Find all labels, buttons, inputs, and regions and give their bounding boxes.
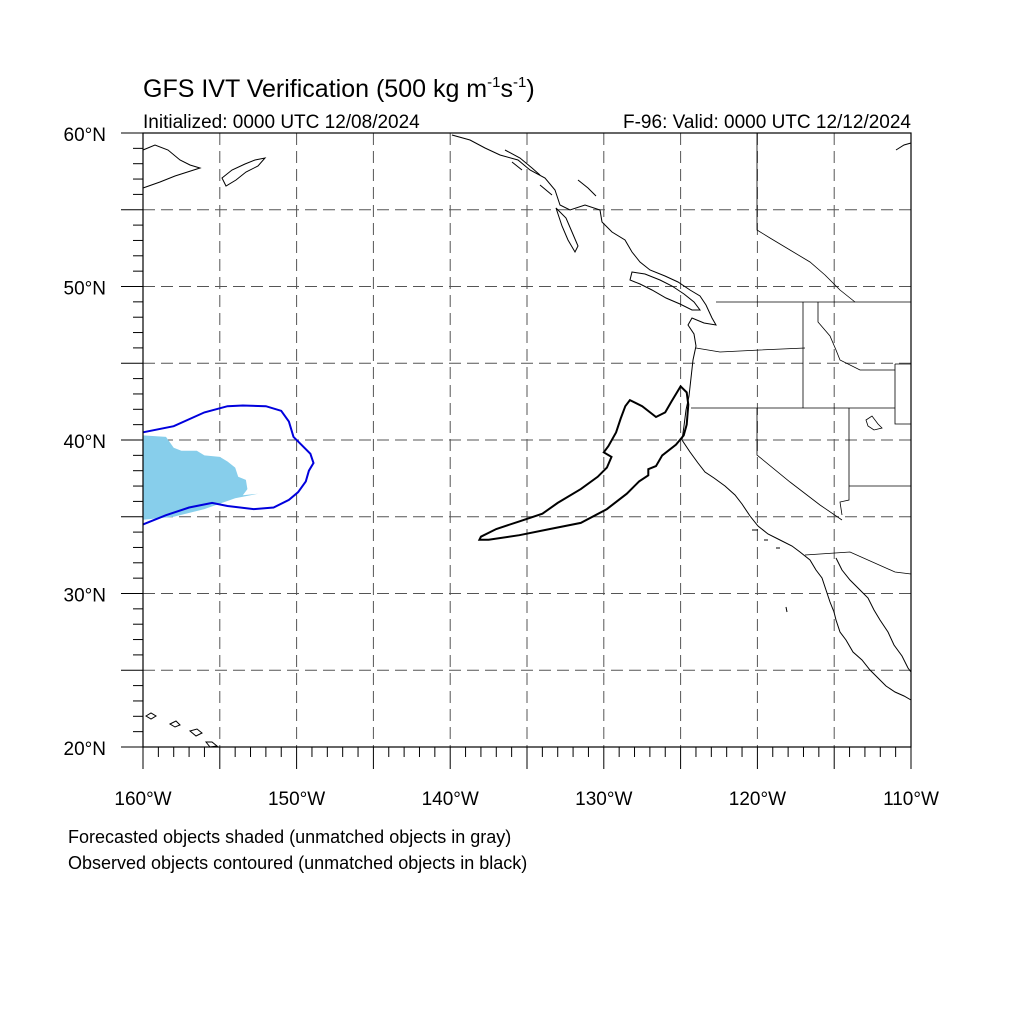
lon-tick-label: 130°W — [575, 789, 632, 810]
init-time-label: Initialized: 0000 UTC 12/08/2024 — [143, 112, 420, 133]
lon-tick-label: 160°W — [114, 789, 171, 810]
forecast-legend-note: Forecasted objects shaded (unmatched obj… — [68, 827, 512, 847]
border-ca-nv — [756, 408, 843, 521]
border-nv-ut — [839, 408, 850, 516]
hawaii-maui — [188, 728, 203, 737]
valid-time-label: F-96: Valid: 0000 UTC 12/12/2024 — [623, 112, 911, 133]
axis-ticks — [121, 132, 912, 769]
map-area: 160°W 150°W 140°W 130°W 120°W 110°W 60°N 50°N 40… — [64, 125, 939, 810]
lon-tick-label: 140°W — [422, 789, 479, 810]
channel-islands — [752, 529, 788, 613]
coastline-haida-gwaii — [555, 207, 579, 254]
lat-tick-label: 40°N — [64, 432, 106, 453]
lat-tick-label: 60°N — [64, 125, 106, 146]
axis-labels: 160°W 150°W 140°W 130°W 120°W 110°W 60°N 50°N 40… — [64, 125, 939, 810]
border-us-mexico — [804, 551, 912, 575]
border-wy — [894, 363, 911, 425]
coastline-kodiak — [221, 157, 267, 187]
border-alaska-bc — [756, 133, 856, 303]
coastline-alaska-islands — [504, 149, 597, 197]
lat-tick-label: 30°N — [64, 586, 106, 607]
graticule — [143, 133, 911, 747]
border-oregon-north — [695, 347, 806, 353]
hawaii-kauai — [145, 712, 157, 720]
lon-tick-label: 150°W — [268, 789, 325, 810]
hawaii-oahu — [168, 720, 181, 728]
observed-object-unmatched — [477, 384, 690, 541]
coastline-vancouver-island — [629, 271, 701, 311]
great-salt-lake — [865, 415, 883, 431]
border-idaho — [817, 302, 895, 371]
forecast-object-matched — [143, 435, 259, 520]
political-borders — [691, 133, 912, 575]
lat-tick-label: 50°N — [64, 279, 106, 300]
lon-tick-label: 110°W — [883, 789, 939, 810]
hawaii-big-island — [204, 741, 219, 748]
lat-tick-label: 20°N — [64, 739, 106, 760]
coastline-alaska-peninsula — [142, 144, 202, 189]
observed-object-matched — [142, 404, 315, 526]
lon-tick-label: 120°W — [729, 789, 786, 810]
map-title: GFS IVT Verification (500 kg m-1s-1) — [143, 74, 535, 103]
verification-objects — [142, 384, 690, 541]
coastline-alaska-top — [300, 132, 912, 151]
coastline-west-coast — [451, 134, 912, 701]
observed-legend-note: Observed objects contoured (unmatched ob… — [68, 853, 528, 873]
coastline-gulf-of-california — [835, 557, 912, 673]
